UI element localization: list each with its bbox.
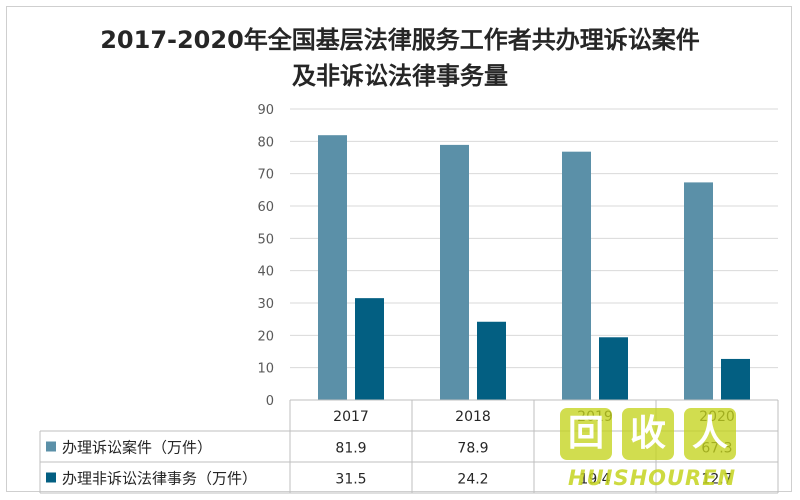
x-tick-label: 2017 [333,409,369,425]
data-label: 31.5 [335,472,366,488]
y-tick-label: 50 [257,232,274,247]
y-tick-label: 10 [257,362,274,377]
data-label: 78.9 [457,441,488,457]
y-tick-label: 90 [257,103,274,118]
y-tick-label: 40 [257,265,274,280]
data-label: 12.7 [701,472,732,488]
bar-2019-series-2 [599,337,628,400]
bar-2020-series-2 [721,358,750,400]
bar-2018-series-1 [440,144,469,400]
legend-swatch-1 [46,441,56,452]
y-tick-label: 20 [257,329,274,344]
data-label: 67.3 [701,441,732,457]
bar-2019-series-1 [562,151,591,400]
bar-2017-series-1 [318,135,347,400]
data-label: 19.4 [579,472,610,488]
chart-title-line-1: 2017-2020年全国基层法律服务工作者共办理诉讼案件 [100,26,700,54]
data-label: 24.2 [457,472,488,488]
y-tick-label: 30 [257,297,274,312]
y-tick-label: 0 [266,394,274,409]
legend-swatch-2 [46,472,56,483]
legend-label-2: 办理非诉讼法律事务（万件） [62,470,257,488]
legend-label-1: 办理诉讼案件（万件） [62,439,212,457]
chart-title-line-2: 及非诉讼法律事务量 [292,62,508,90]
bar-2017-series-2 [355,298,384,400]
data-label: 81.9 [335,441,366,457]
x-tick-label: 2020 [699,409,735,425]
chart-title: 2017-2020年全国基层法律服务工作者共办理诉讼案件 及非诉讼法律事务量 [0,22,800,94]
bar-2018-series-2 [477,321,506,400]
bar-2020-series-1 [684,182,713,400]
y-tick-label: 60 [257,200,274,215]
x-tick-label: 2018 [455,409,491,425]
x-tick-label: 2019 [577,409,613,425]
y-tick-label: 80 [257,135,274,150]
y-tick-label: 70 [257,168,274,183]
